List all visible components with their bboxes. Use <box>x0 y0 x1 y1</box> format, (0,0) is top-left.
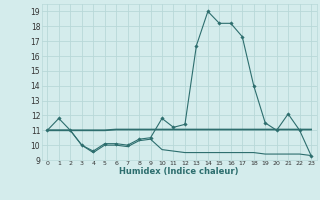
X-axis label: Humidex (Indice chaleur): Humidex (Indice chaleur) <box>119 167 239 176</box>
